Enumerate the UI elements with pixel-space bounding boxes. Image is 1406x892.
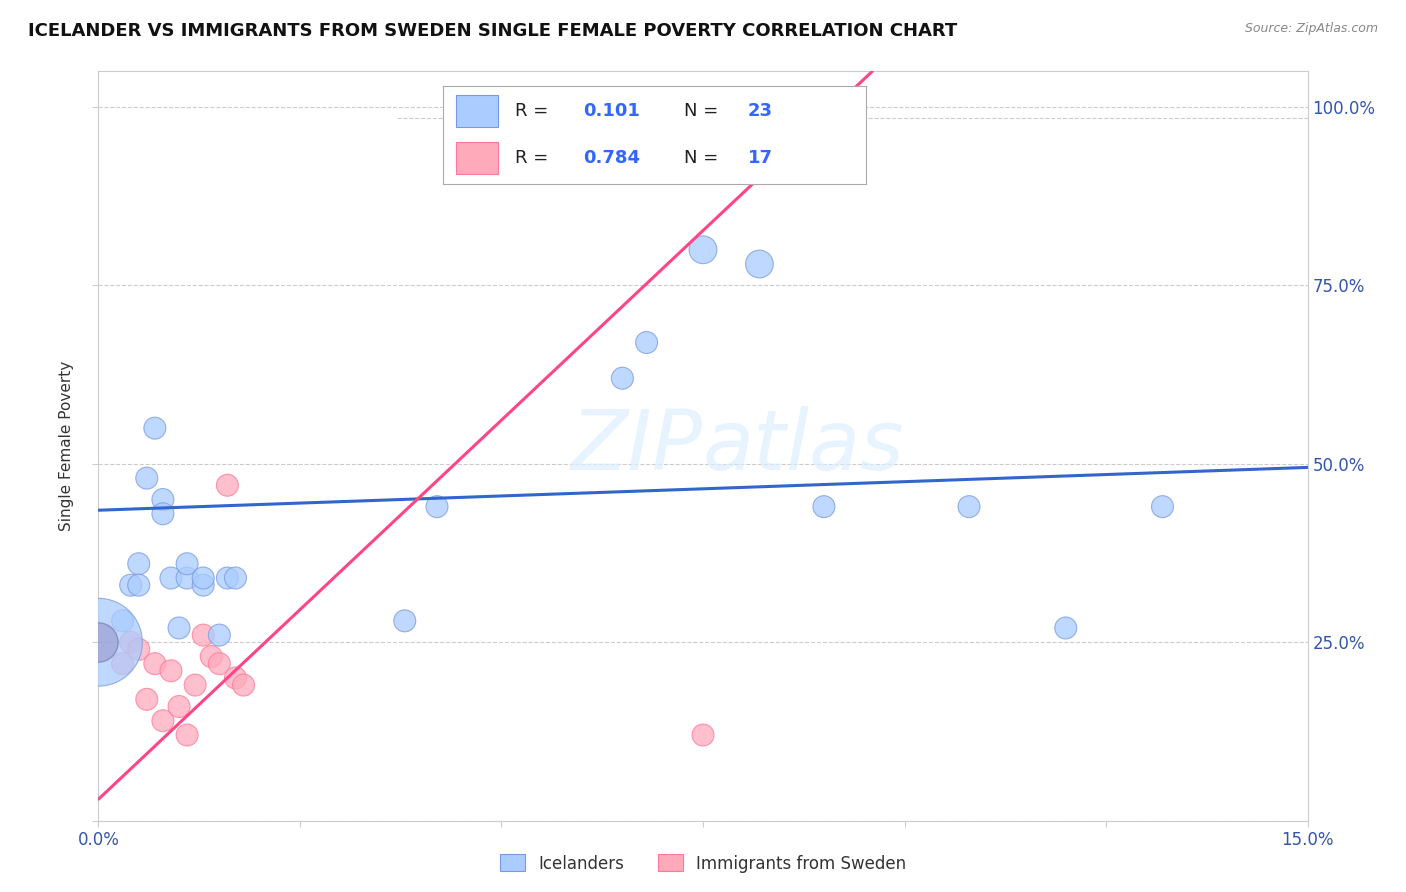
Point <box>143 657 166 671</box>
Point <box>128 557 150 571</box>
Point <box>957 500 980 514</box>
Point <box>152 714 174 728</box>
Point <box>120 578 142 592</box>
Point <box>217 571 239 585</box>
Legend: Icelanders, Immigrants from Sweden: Icelanders, Immigrants from Sweden <box>494 847 912 880</box>
Point <box>176 728 198 742</box>
Point <box>160 664 183 678</box>
Point <box>135 692 157 706</box>
Point <box>176 557 198 571</box>
Point <box>208 657 231 671</box>
Point <box>394 614 416 628</box>
Point <box>193 571 215 585</box>
Point <box>208 628 231 642</box>
Text: ICELANDER VS IMMIGRANTS FROM SWEDEN SINGLE FEMALE POVERTY CORRELATION CHART: ICELANDER VS IMMIGRANTS FROM SWEDEN SING… <box>28 22 957 40</box>
Point <box>152 507 174 521</box>
Point <box>152 492 174 507</box>
Point <box>135 471 157 485</box>
Point <box>636 335 658 350</box>
Point <box>160 571 183 585</box>
Point <box>87 635 110 649</box>
Point <box>426 500 449 514</box>
Point <box>120 635 142 649</box>
Point <box>143 421 166 435</box>
Point <box>176 571 198 585</box>
Point <box>224 671 246 685</box>
Point <box>692 728 714 742</box>
Point <box>184 678 207 692</box>
Point <box>193 578 215 592</box>
Text: Source: ZipAtlas.com: Source: ZipAtlas.com <box>1244 22 1378 36</box>
Point <box>1152 500 1174 514</box>
Point <box>167 699 190 714</box>
Point <box>200 649 222 664</box>
Point <box>692 243 714 257</box>
Text: ZIP: ZIP <box>571 406 703 486</box>
Point <box>111 657 134 671</box>
Point <box>87 635 110 649</box>
Text: atlas: atlas <box>703 406 904 486</box>
Point <box>813 500 835 514</box>
Point <box>224 571 246 585</box>
Point <box>217 478 239 492</box>
Point <box>1054 621 1077 635</box>
Point <box>167 621 190 635</box>
Point <box>128 642 150 657</box>
Point <box>232 678 254 692</box>
Point <box>111 614 134 628</box>
Point <box>193 628 215 642</box>
Point <box>128 578 150 592</box>
Y-axis label: Single Female Poverty: Single Female Poverty <box>59 361 75 531</box>
Point <box>612 371 634 385</box>
Point <box>748 257 770 271</box>
